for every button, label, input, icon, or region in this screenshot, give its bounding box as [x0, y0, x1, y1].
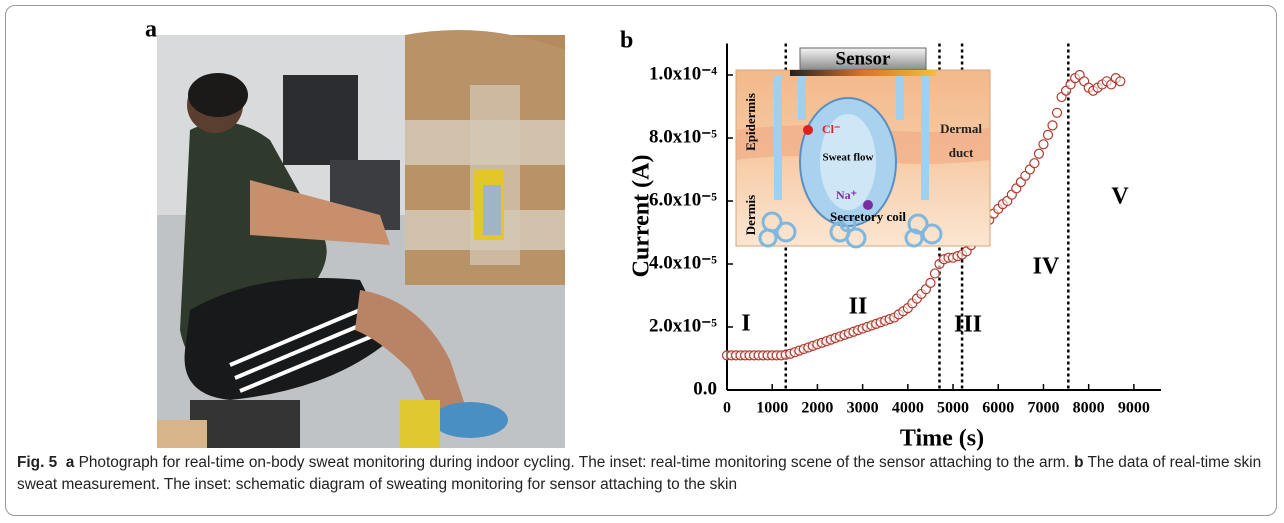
x-tick-label: 2000 [801, 400, 833, 417]
figure-label: Fig. 5 [17, 454, 57, 471]
y-tick-label: 6.0x10⁻⁵ [649, 189, 717, 210]
inset-label: Epidermis [743, 93, 758, 151]
data-point [1039, 140, 1048, 149]
region-label: V [1111, 184, 1129, 210]
part-label: b [1074, 454, 1083, 471]
panel-label: b [620, 28, 633, 54]
page: a b Time (s) Current (A) 010002000300040… [0, 0, 1284, 523]
x-tick-label: 5000 [937, 400, 969, 417]
region-label: III [954, 312, 982, 338]
x-tick-label: 1000 [756, 400, 788, 417]
data-point [1116, 77, 1125, 86]
photo [157, 30, 565, 448]
inset-label: Na⁺ [836, 188, 857, 202]
data-point [930, 269, 939, 278]
y-tick-label: 0.0 [693, 378, 717, 399]
region-label: IV [1033, 254, 1060, 280]
y-tick-label: 4.0x10⁻⁵ [649, 252, 717, 273]
inset-label: Sweat flow [822, 152, 873, 164]
x-tick-label: 8000 [1073, 400, 1105, 417]
caption-text: Photograph for real-time on-body sweat m… [79, 454, 1070, 471]
figure: a b Time (s) Current (A) 010002000300040… [0, 0, 1284, 523]
inset-label: Dermal duct [935, 117, 987, 165]
x-axis-title: Time (s) [900, 426, 984, 452]
caption: Fig. 5 a Photograph for real-time on-bod… [17, 452, 1273, 496]
region-label: II [849, 294, 868, 320]
panel-label: a [145, 17, 157, 43]
region-label: I [741, 311, 750, 337]
y-tick-label: 8.0x10⁻⁵ [649, 126, 717, 147]
part-label: a [66, 454, 75, 471]
x-tick-label: 4000 [892, 400, 924, 417]
x-tick-label: 6000 [982, 400, 1014, 417]
x-tick-label: 3000 [847, 400, 879, 417]
y-tick-label: 2.0x10⁻⁵ [649, 315, 717, 336]
data-point [1030, 159, 1039, 168]
inset-label: Sensor [836, 48, 891, 69]
inset-label: Cl⁻ [822, 122, 840, 136]
data-point [1048, 121, 1057, 130]
inset-label: Dermis [743, 195, 758, 235]
data-point [1053, 108, 1062, 117]
data-point [1034, 149, 1043, 158]
data-point [1043, 130, 1052, 139]
x-tick-label: 7000 [1027, 400, 1059, 417]
x-tick-label: 0 [723, 400, 731, 417]
data-point [926, 278, 935, 287]
x-tick-label: 9000 [1118, 400, 1150, 417]
y-tick-label: 1.0x10⁻⁴ [649, 63, 717, 84]
inset-label: Secretory coil [830, 209, 906, 224]
